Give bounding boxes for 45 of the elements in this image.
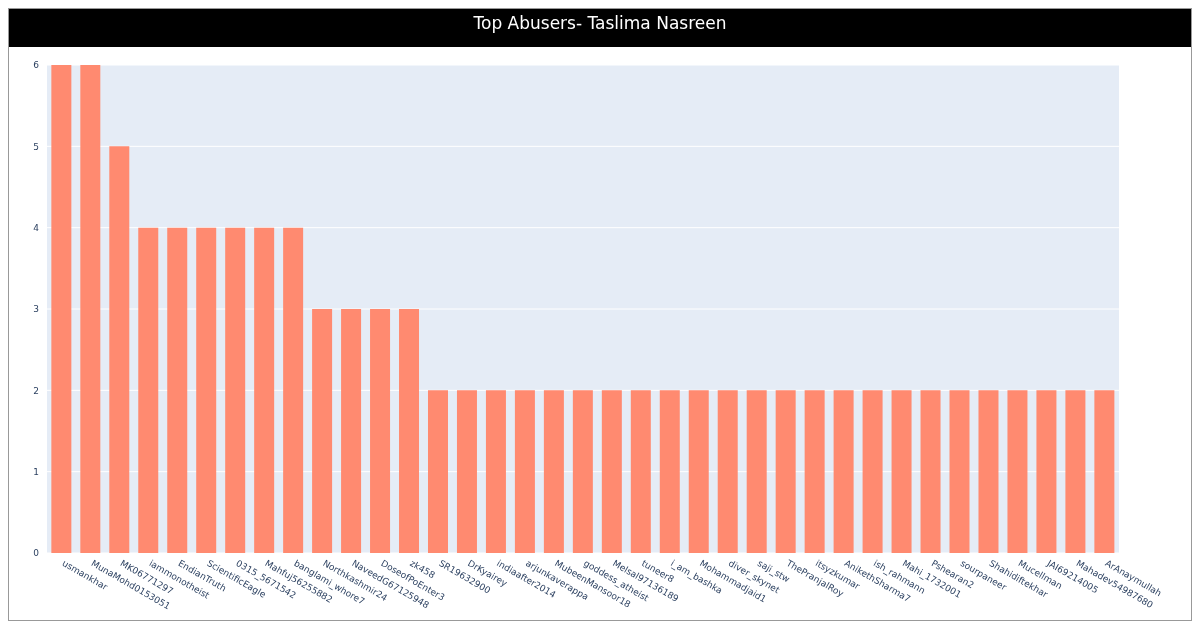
- bar: [283, 227, 304, 553]
- bar: [717, 390, 738, 553]
- bar: [949, 390, 970, 553]
- bar: [514, 390, 535, 553]
- bar: [746, 390, 767, 553]
- bar: [485, 390, 506, 553]
- bar: [167, 227, 188, 553]
- bar: [80, 65, 101, 553]
- bar: [833, 390, 854, 553]
- bar: [370, 309, 391, 553]
- bar: [978, 390, 999, 553]
- bar: [427, 390, 448, 553]
- bar: [804, 390, 825, 553]
- bar: [341, 309, 362, 553]
- bar: [138, 227, 159, 553]
- y-tick-label: 6: [33, 60, 40, 71]
- bar: [1094, 390, 1115, 553]
- bar: [51, 65, 72, 553]
- bar: [399, 309, 420, 553]
- y-tick-label: 0: [33, 548, 40, 559]
- bar: [688, 390, 709, 553]
- y-tick-label: 2: [33, 385, 39, 396]
- bar: [543, 390, 564, 553]
- bar: [920, 390, 941, 553]
- bar: [1007, 390, 1028, 553]
- y-tick-label: 3: [33, 304, 39, 315]
- bar: [572, 390, 593, 553]
- bar: [630, 390, 651, 553]
- bar: [775, 390, 796, 553]
- bar: [659, 390, 680, 553]
- chart-title: Top Abusers- Taslima Nasreen: [9, 9, 1191, 47]
- bar: [254, 227, 275, 553]
- y-tick-label: 5: [33, 141, 39, 152]
- bar: [312, 309, 333, 553]
- bar: [891, 390, 912, 553]
- y-tick-label: 1: [33, 466, 39, 477]
- bar: [196, 227, 217, 553]
- bar: [862, 390, 883, 553]
- bar: [1065, 390, 1086, 553]
- bar: [225, 227, 246, 553]
- bar: [456, 390, 477, 553]
- y-tick-label: 4: [33, 222, 40, 233]
- bar: [601, 390, 622, 553]
- bar: [1036, 390, 1057, 553]
- bar: [109, 146, 130, 553]
